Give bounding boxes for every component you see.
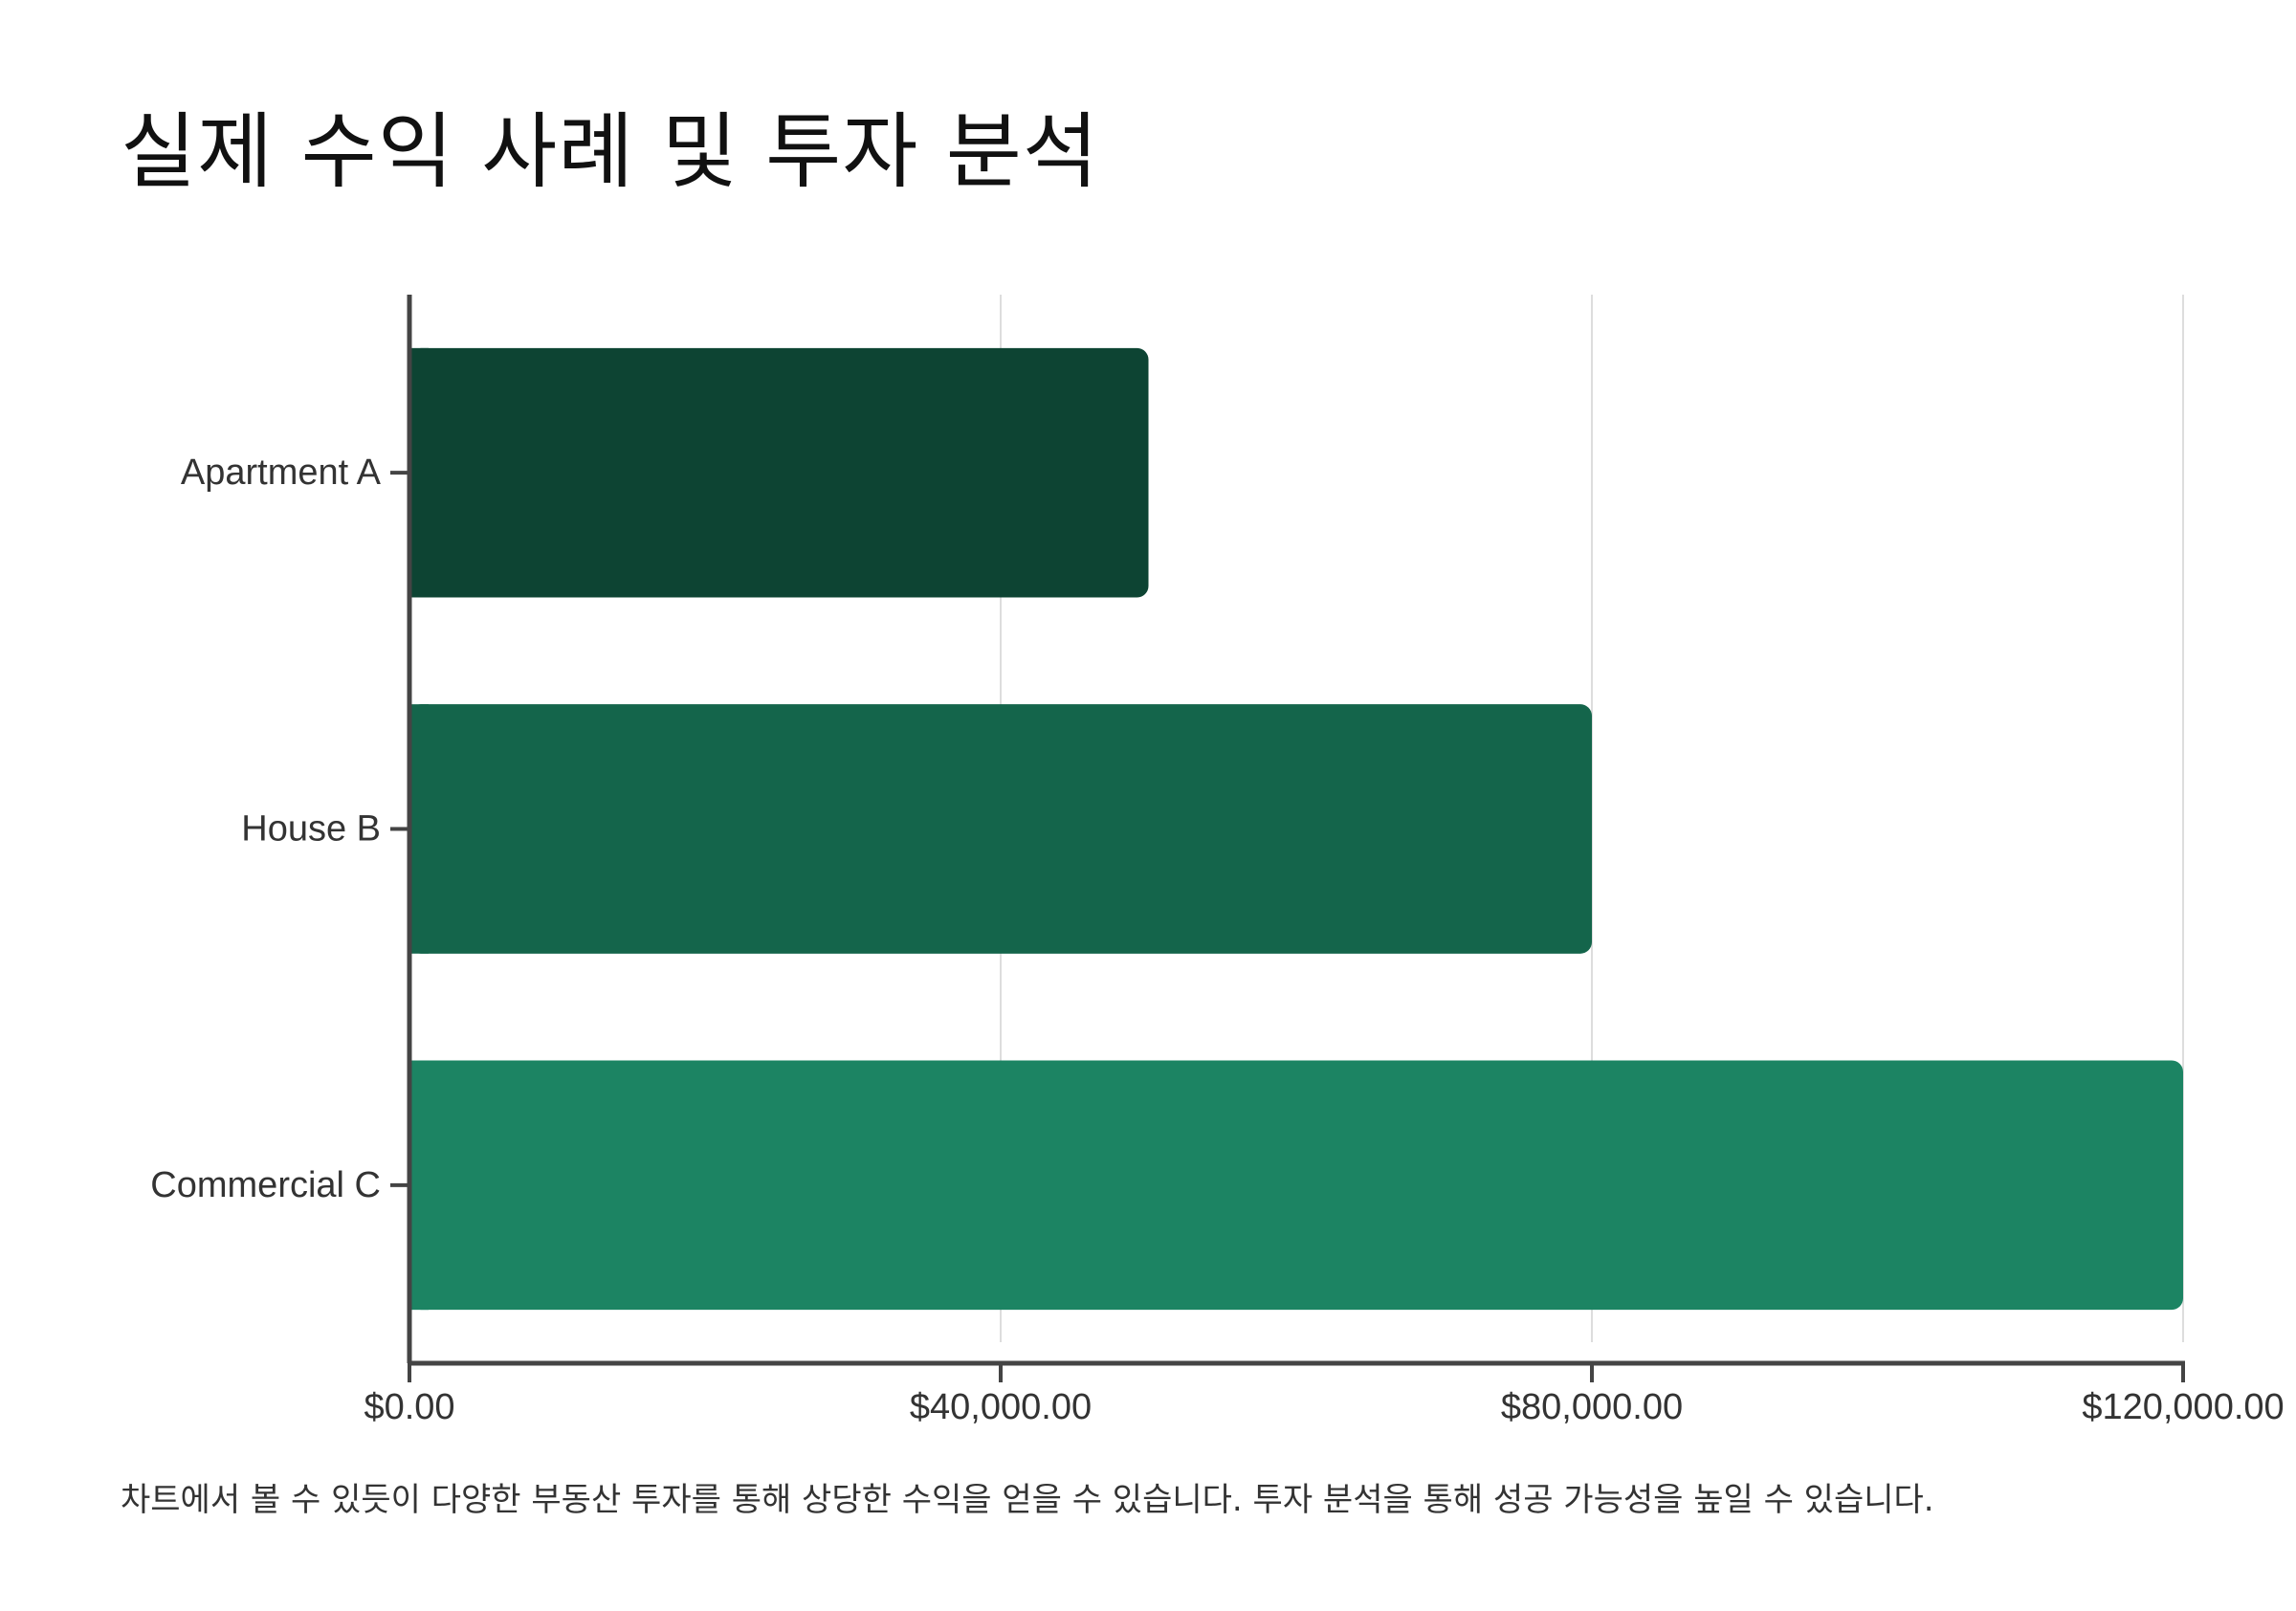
- y-tick-label-1: House B: [241, 809, 381, 850]
- axes: [390, 295, 2185, 1382]
- bar-base-2: [409, 1060, 429, 1311]
- bars: [409, 347, 2183, 1311]
- bar-base-0: [409, 347, 429, 598]
- y-tick-label-2: Commercial C: [150, 1165, 381, 1205]
- x-tick-label-2: $80,000.00: [1501, 1387, 1683, 1427]
- y-tick-label-0: Apartment A: [181, 452, 382, 493]
- bar-base-1: [409, 704, 429, 954]
- bar-commercial-c: [409, 1060, 2183, 1311]
- x-tick-label-1: $40,000.00: [910, 1387, 1092, 1427]
- chart-title: 실제 수익 사례 및 투자 분석: [121, 104, 1100, 200]
- x-tick-label-0: $0.00: [364, 1387, 454, 1427]
- chart-caption: 차트에서 볼 수 있듯이 다양한 부동산 투자를 통해 상당한 수익을 얻을 수…: [121, 1481, 1934, 1519]
- x-tick-label-3: $120,000.00: [2082, 1387, 2284, 1427]
- tick-labels: Apartment A House B Commercial C $0.00 $40,0…: [150, 452, 2284, 1427]
- bar-apartment-a: [409, 347, 1149, 598]
- bar-house-b: [409, 704, 1592, 954]
